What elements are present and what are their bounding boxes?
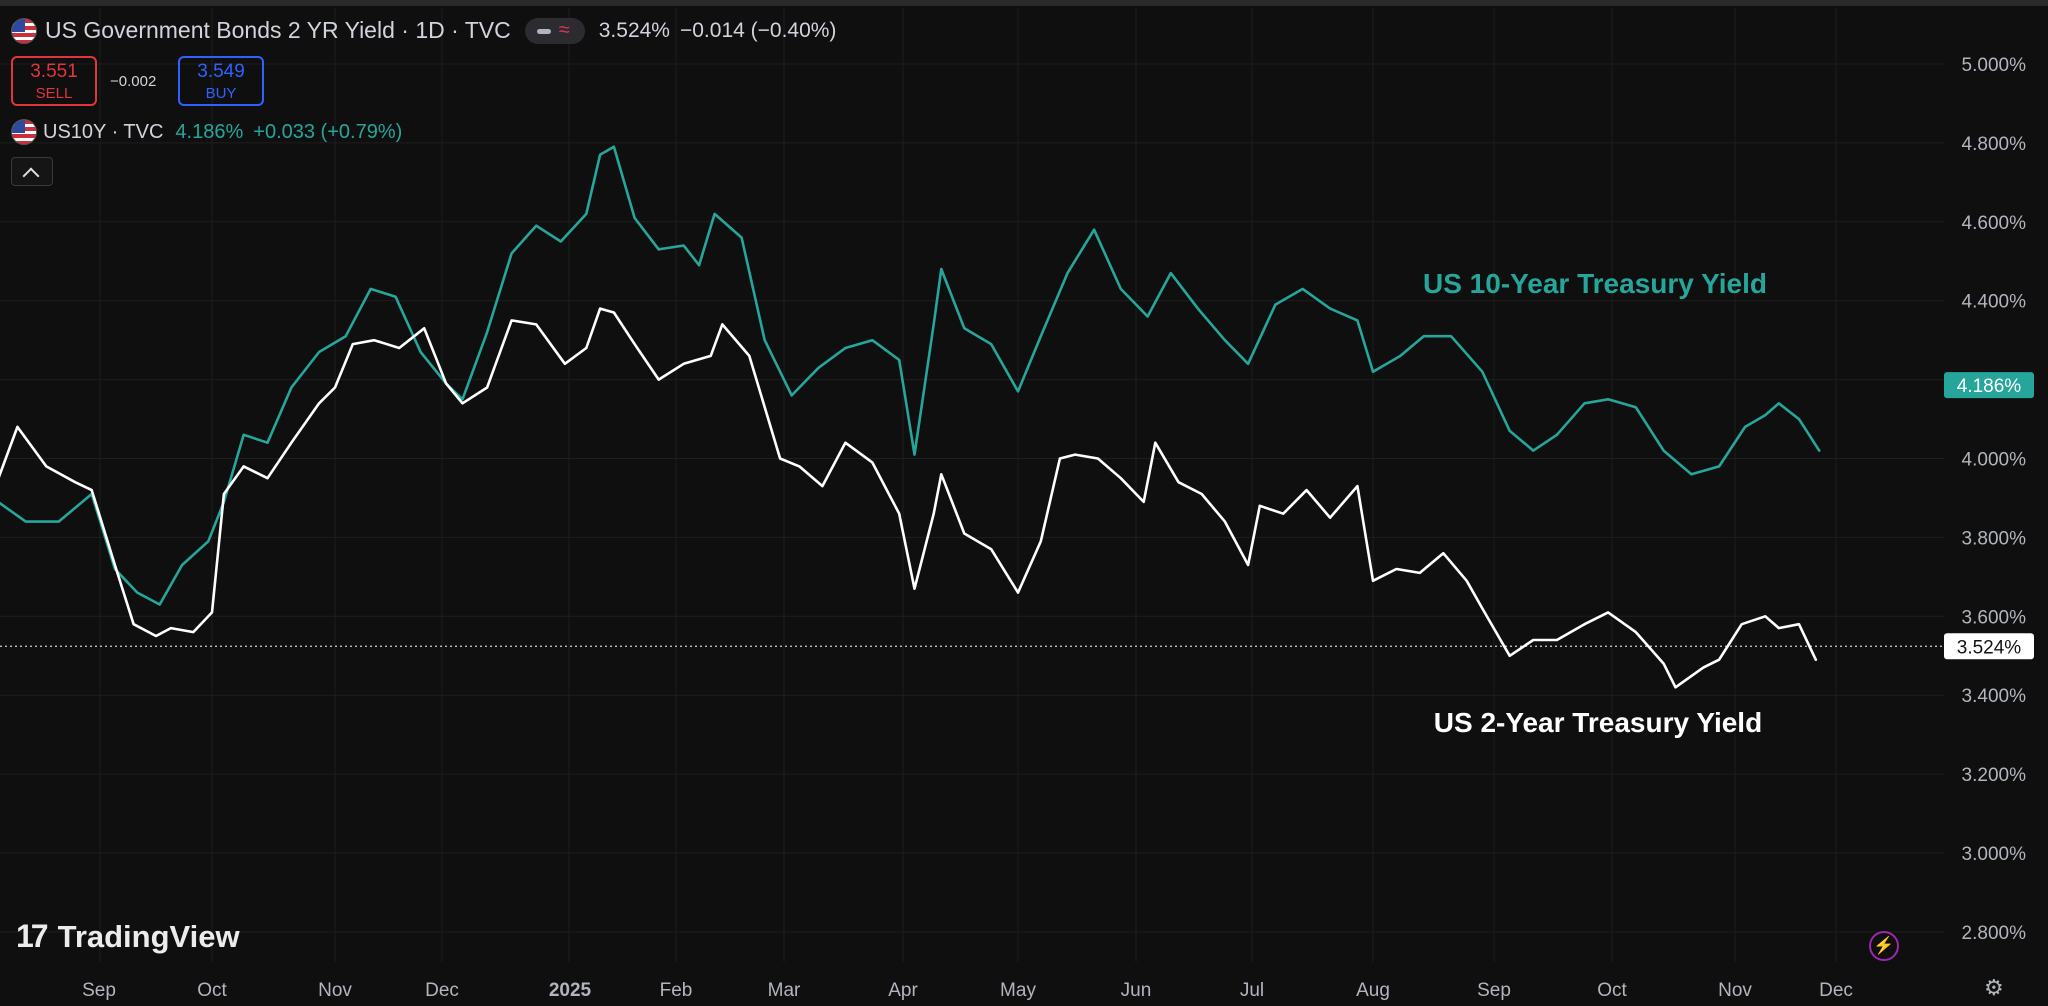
y-tick-label: 4.400% [1962, 292, 2027, 313]
us-flag-icon [11, 119, 37, 145]
horizontal-gridlines [0, 63, 1944, 933]
collapse-legend-button[interactable] [11, 157, 53, 186]
collapse-chevron-icon [22, 167, 40, 185]
window-top-edge [0, 0, 2048, 6]
x-tick-label: Oct [197, 980, 227, 1001]
x-tick-label: Apr [888, 980, 918, 1001]
x-tick-label: Aug [1356, 980, 1390, 1001]
last-value-box-us2y [1944, 633, 2034, 660]
sell-price: 3.551 [30, 61, 78, 82]
sell-label: SELL [35, 85, 73, 102]
y-tick-label: 3.200% [1962, 765, 2027, 786]
x-tick-label: 2025 [549, 980, 592, 1001]
x-tick-label: Dec [1819, 980, 1853, 1001]
buy-button[interactable]: 3.549 BUY [178, 56, 264, 106]
chart-style-icon[interactable]: ≈ [524, 17, 585, 44]
compare-change: +0.033 (+0.79%) [253, 120, 403, 143]
y-tick-label: 5.000% [1962, 55, 2027, 76]
spread-value: −0.002 [110, 73, 157, 90]
buy-price: 3.549 [197, 61, 245, 82]
compare-value: 4.186% [175, 120, 244, 143]
x-tick-label: May [1000, 980, 1036, 1001]
compare-symbol[interactable]: US10Y · TVC [43, 120, 164, 143]
y-tick-label: 3.600% [1962, 607, 2027, 628]
y-tick-label: 2.800% [1962, 923, 2027, 944]
x-axis-labels: Sep Oct Nov Dec 2025 Feb Mar Apr May Jun Jul Aug Sep… [82, 980, 1853, 1001]
last-value-us2y: 3.524% [1957, 637, 2022, 658]
x-tick-label: Jul [1240, 980, 1264, 1001]
y-axis-labels: 5.000%4.800%4.600%4.400%4.200%4.000%3.80… [1962, 55, 2027, 944]
series-line-us02y [0, 307, 1818, 689]
y-tick-label: 3.400% [1962, 686, 2027, 707]
last-value-labels: 4.186% 3.524% [1944, 372, 2034, 660]
lightning-icon[interactable]: ⚡ [1869, 931, 1899, 961]
x-tick-label: Dec [425, 980, 459, 1001]
price-change: −0.014 (−0.40%) [679, 18, 837, 42]
x-tick-label: Nov [1718, 980, 1752, 1001]
x-tick-label: Feb [660, 980, 693, 1001]
x-tick-label: Jun [1121, 980, 1152, 1001]
x-tick-label: Sep [82, 980, 116, 1001]
price-series [0, 145, 1821, 689]
y-tick-label: 4.000% [1962, 450, 2027, 471]
tradingview-name: TradingView [57, 918, 240, 954]
symbol-title[interactable]: US Government Bonds 2 YR Yield · 1D · TV… [45, 17, 511, 43]
x-tick-label: Oct [1597, 980, 1627, 1001]
last-value-us10y: 4.186% [1957, 376, 2022, 397]
x-tick-label: Mar [768, 980, 801, 1001]
y-tick-label: 4.600% [1962, 213, 2027, 234]
symbol-header[interactable]: US Government Bonds 2 YR Yield · 1D · TV… [11, 17, 836, 44]
compare-symbol-row[interactable]: US10Y · TVC 4.186% +0.033 (+0.79%) [11, 119, 402, 145]
y-tick-label: 3.800% [1962, 528, 2027, 549]
series-line-us10y [0, 145, 1821, 606]
us-flag-icon [11, 17, 37, 44]
vertical-gridlines [99, 8, 1837, 962]
tradingview-logo-icon: 17 [16, 918, 49, 954]
tradingview-logo[interactable]: 17 TradingView [16, 918, 240, 955]
last-value-box-us10y [1944, 372, 2034, 399]
last-price: 3.524% [598, 18, 670, 42]
y-tick-label: 4.800% [1962, 134, 2027, 155]
x-tick-label: Nov [318, 980, 352, 1001]
annotation-us10y: US 10-Year Treasury Yield [1423, 268, 1767, 299]
buy-label: BUY [205, 85, 237, 102]
sell-button[interactable]: 3.551 SELL [11, 56, 97, 106]
y-tick-label: 3.000% [1962, 844, 2027, 865]
gear-icon[interactable]: ⚙ [1984, 975, 2004, 1000]
annotation-us2y: US 2-Year Treasury Yield [1434, 707, 1762, 738]
x-tick-label: Sep [1477, 980, 1511, 1001]
